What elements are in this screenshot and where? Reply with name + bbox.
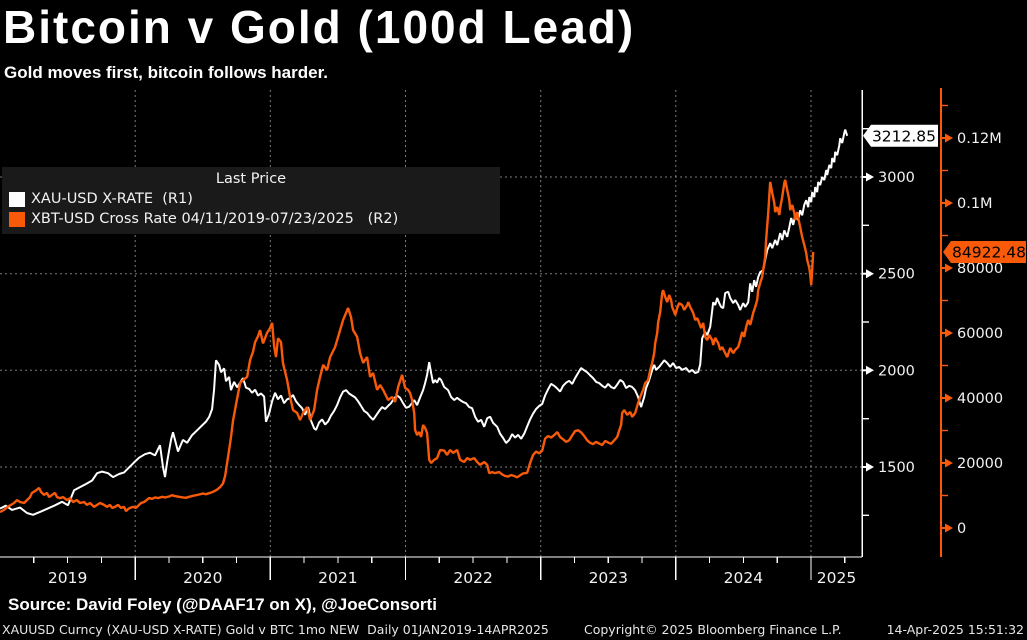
x-axis-year-labels: 2019 2020 2021 2022 2023 2024 2025 xyxy=(48,569,856,587)
gold-price-tag: 3212.85 xyxy=(863,124,938,147)
svg-text:2019: 2019 xyxy=(48,569,87,587)
svg-text:84922.48: 84922.48 xyxy=(952,244,1026,262)
svg-text:0: 0 xyxy=(957,521,966,537)
svg-text:2500: 2500 xyxy=(878,267,915,283)
svg-text:60000: 60000 xyxy=(957,326,1003,342)
svg-text:1500: 1500 xyxy=(878,460,915,476)
legend: Last Price XAU-USD X-RATE (R1) XBT-USD C… xyxy=(2,167,500,234)
footer-security-descriptor: XAUUSD Curncy (XAU-USD X-RATE) Gold v BT… xyxy=(2,622,549,637)
btc-price-tag: 84922.48 xyxy=(943,241,1026,263)
svg-text:2025: 2025 xyxy=(817,569,856,587)
footer-timestamp: 14-Apr-2025 15:51:32 xyxy=(886,622,1024,637)
btc-price-axis: 0 20000 40000 60000 80000 0.1M 0.12M xyxy=(940,88,1003,557)
footer-copyright: Copyright© 2025 Bloomberg Finance L.P. xyxy=(584,622,842,637)
svg-text:3000: 3000 xyxy=(878,170,915,186)
x-axis: 2019 2020 2021 2022 2023 2024 2025 xyxy=(0,556,862,587)
legend-item-xau-label: XAU-USD X-RATE (R1) xyxy=(31,191,193,207)
legend-item-xau[interactable]: XAU-USD X-RATE (R1) xyxy=(2,189,500,209)
svg-text:2021: 2021 xyxy=(318,569,357,587)
svg-text:2022: 2022 xyxy=(453,569,492,587)
btc-series-line xyxy=(0,179,815,514)
terminal-footer: XAUUSD Curncy (XAU-USD X-RATE) Gold v BT… xyxy=(0,620,1027,640)
gold-price-axis: 1500 2000 2500 3000 xyxy=(861,90,915,557)
svg-text:0.1M: 0.1M xyxy=(957,196,993,212)
legend-item-xbt-label: XBT-USD Cross Rate 04/11/2019-07/23/2025… xyxy=(31,211,399,227)
svg-text:20000: 20000 xyxy=(957,456,1003,472)
svg-text:2023: 2023 xyxy=(589,569,628,587)
gold-series-swatch xyxy=(9,191,25,207)
legend-title: Last Price xyxy=(215,171,287,187)
source-attribution: Source: David Foley (@DAAF17 on X), @Joe… xyxy=(8,595,437,614)
svg-text:2024: 2024 xyxy=(724,569,763,587)
svg-text:40000: 40000 xyxy=(957,391,1003,407)
chart-subtitle: Gold moves first, bitcoin follows harder… xyxy=(4,63,328,82)
btc-series-swatch xyxy=(9,211,25,227)
svg-text:2020: 2020 xyxy=(183,569,222,587)
svg-text:80000: 80000 xyxy=(957,261,1003,277)
svg-text:2000: 2000 xyxy=(878,363,915,379)
gold-series-line xyxy=(0,129,849,516)
chart-title: Bitcoin v Gold (100d Lead) xyxy=(3,1,636,53)
svg-text:0.12M: 0.12M xyxy=(957,131,1002,147)
legend-item-xbt[interactable]: XBT-USD Cross Rate 04/11/2019-07/23/2025… xyxy=(2,209,500,229)
svg-text:3212.85: 3212.85 xyxy=(872,127,936,145)
